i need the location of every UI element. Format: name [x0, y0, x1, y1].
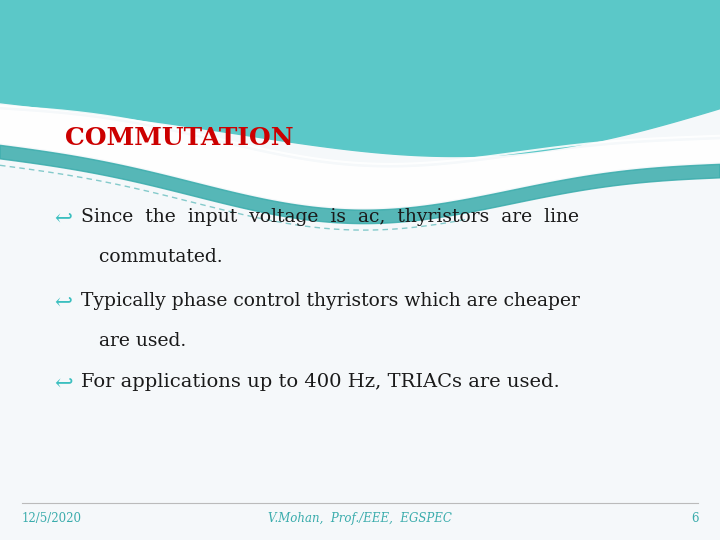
Text: For applications up to 400 Hz, TRIACs are used.: For applications up to 400 Hz, TRIACs ar…: [81, 373, 560, 390]
Text: ↩: ↩: [54, 208, 72, 230]
Text: ↩: ↩: [54, 292, 72, 314]
Text: are used.: are used.: [81, 332, 186, 350]
Text: commutated.: commutated.: [81, 248, 223, 266]
Text: 12/5/2020: 12/5/2020: [22, 512, 81, 525]
Text: Typically phase control thyristors which are cheaper: Typically phase control thyristors which…: [81, 292, 580, 309]
Text: ↩: ↩: [54, 373, 73, 395]
Polygon shape: [0, 0, 720, 157]
Polygon shape: [0, 145, 720, 224]
Text: Since  the  input  voltage  is  ac,  thyristors  are  line: Since the input voltage is ac, thyristor…: [81, 208, 580, 226]
Text: V.Mohan,  Prof./EEE,  EGSPEC: V.Mohan, Prof./EEE, EGSPEC: [268, 512, 452, 525]
Polygon shape: [0, 110, 720, 207]
Text: COMMUTATION: COMMUTATION: [65, 126, 294, 150]
Text: 6: 6: [691, 512, 698, 525]
